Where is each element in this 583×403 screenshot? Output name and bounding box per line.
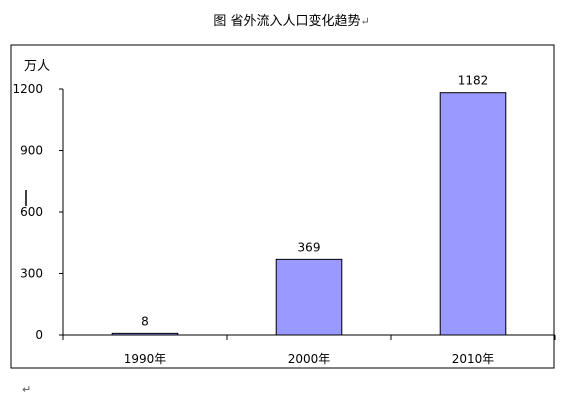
bar: [439, 92, 507, 336]
y-tick-label: 0: [35, 328, 43, 342]
data-label: 369: [298, 240, 321, 254]
y-tick-label: 1200: [12, 82, 43, 96]
bar: [111, 332, 179, 336]
y-tick-label: 300: [20, 267, 43, 281]
caption-text: 图 省外流入人口变化趋势: [213, 14, 361, 29]
paragraph-mark-icon: ↵: [360, 15, 370, 28]
x-tick-label: 2010年: [452, 352, 495, 366]
data-label: 1182: [458, 74, 489, 88]
y-tick-label: 600: [20, 205, 43, 219]
bar: [275, 258, 343, 336]
x-tick-label: 1990年: [124, 352, 167, 366]
paragraph-mark-icon: ↵: [22, 383, 32, 396]
x-tick-label: 2000年: [288, 352, 331, 366]
y-tick-label: 900: [20, 144, 43, 158]
y-axis-label: 万人: [24, 59, 50, 74]
data-label: 8: [141, 314, 149, 328]
chart-caption: 图 省外流入人口变化趋势↵: [0, 10, 583, 29]
